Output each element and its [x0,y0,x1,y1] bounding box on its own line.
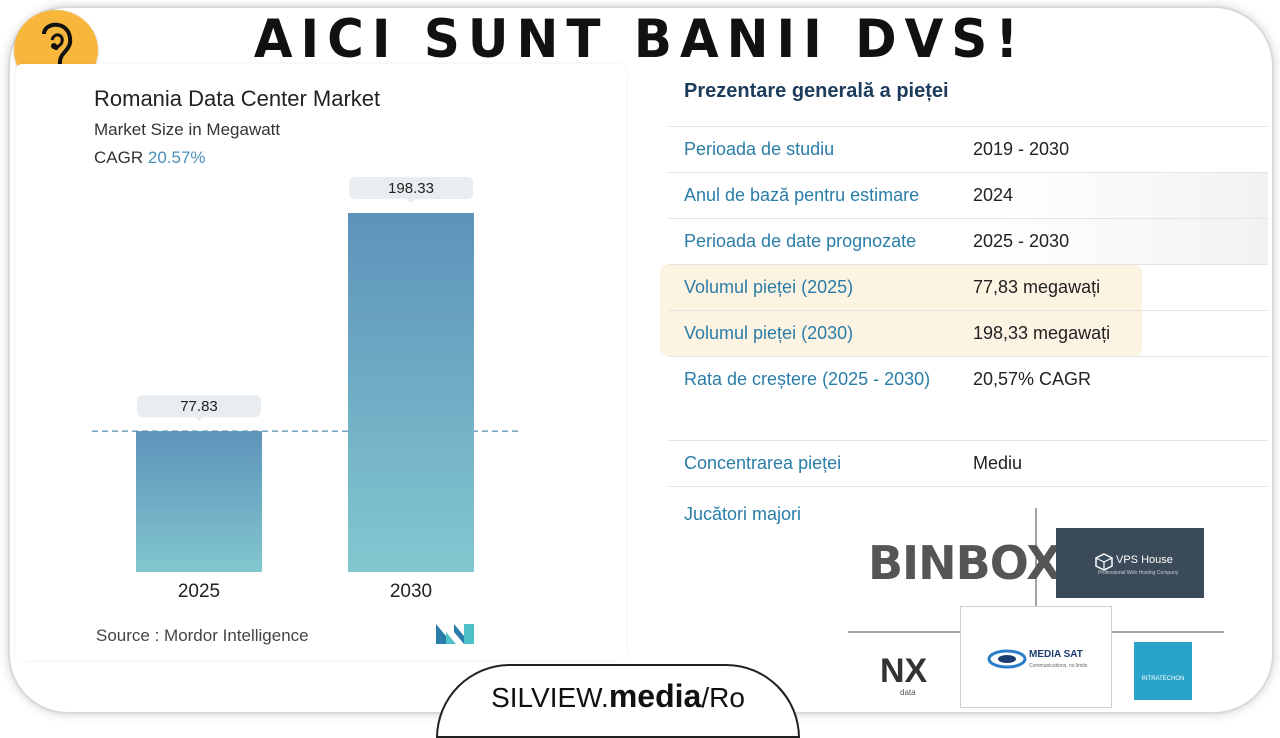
data-label-bg [137,395,261,418]
overview-row-value: 20,57% CAGR [973,369,1092,389]
data-label-pointer [407,199,415,203]
overview-row: Concentrarea pieței Mediu [668,440,1268,487]
data-label: 77.83 [180,398,218,415]
cagr-label: CAGR [94,148,144,167]
overview-row-key: Perioada de studiu [684,139,835,159]
bar-2025 [136,431,262,572]
bar-chart: 77.83 2025 198.33 2030 [92,177,520,602]
nx-logo-sub: data [900,688,916,697]
chart-cagr: CAGR 20.57% [94,148,206,168]
data-label-pointer [195,417,203,422]
overview-row: Perioada de studiu 2019 - 2030 [668,126,1268,173]
footer-brand-suffix: /Ro [701,682,745,713]
vps-house-tagline: Professional Web Hosting Company [1098,570,1179,576]
overview-row-value: 198,33 megawați [973,323,1111,343]
overview-row-value: 2019 - 2030 [973,139,1070,159]
satellite-swoosh-icon [987,649,1027,669]
chart-panel [16,64,626,660]
overview-row-value: 2024 [973,185,1014,205]
overview-title: Prezentare generală a pieței [684,80,949,102]
cube-icon [1095,553,1113,571]
overview-row: Perioada de date prognozate 2025 - 2030 [668,218,1268,265]
media-sat-name: MEDIA SAT [1029,649,1083,660]
data-label: 198.33 [388,180,434,197]
overview-row-key: Perioada de date prognozate [684,231,917,251]
chart-subtitle: Market Size in Megawatt [94,120,281,139]
overview-row-key: Rata de creștere (2025 - 2030) [684,369,931,389]
nx-data-logo: NX data [880,652,928,697]
overview-row: Volumul pieței (2025) 77,83 megawați [668,264,1268,311]
nx-logo-text: NX [880,652,928,690]
intratechon-name: INTRATECHON [1141,676,1185,682]
major-players-label: Jucători majori [684,504,802,524]
overview-row-value: 77,83 megawați [973,277,1101,297]
overview-row: Volumul pieței (2030) 198,33 megawați [668,310,1268,357]
binbox-logo: BINBOX [868,536,1062,590]
overview-row-value: Mediu [973,453,1023,473]
footer-brand: SILVIEW.media/Ro [436,664,800,738]
footer-brand-text: SILVIEW.media/Ro [438,678,798,715]
overview-row-value: 2025 - 2030 [973,231,1070,251]
data-label-bg [349,177,473,199]
overview-row-key: Concentrarea pieței [684,453,842,473]
media-sat-logo: MEDIA SAT Communications, no limits [960,606,1112,708]
overview-table-bottom-border [668,486,1268,487]
overview-row: Anul de bază pentru estimare 2024 [668,172,1268,219]
chart-title: Romania Data Center Market [94,86,381,111]
cagr-value: 20.57% [147,148,206,167]
logo-grid-lines [848,508,1224,633]
intratechon-logo: INTRATECHON [1134,642,1192,700]
mordor-logo-icon [436,624,474,644]
overview-row-key: Anul de bază pentru estimare [684,185,920,205]
chart-source: Source : Mordor Intelligence [96,626,309,645]
overview-row: Rata de creștere (2025 - 2030) 20,57% CAG… [668,356,1268,441]
media-sat-tagline: Communications, no limits [1029,663,1088,669]
vps-house-logo: VPS House Professional Web Hosting Compa… [1056,528,1204,598]
banner-title: AICI SUNT BANII DVS! [253,8,1027,70]
bar-2030 [348,213,474,572]
vps-house-name: VPS House [1116,554,1173,566]
x-tick-label: 2025 [178,581,220,602]
footer-brand-bold: media [608,678,702,714]
overview-row-key: Volumul pieței (2025) [684,277,854,297]
footer-brand-prefix: SILVIEW. [491,682,609,713]
x-tick-label: 2030 [390,581,432,602]
overview-row-key: Volumul pieței (2030) [684,323,854,343]
